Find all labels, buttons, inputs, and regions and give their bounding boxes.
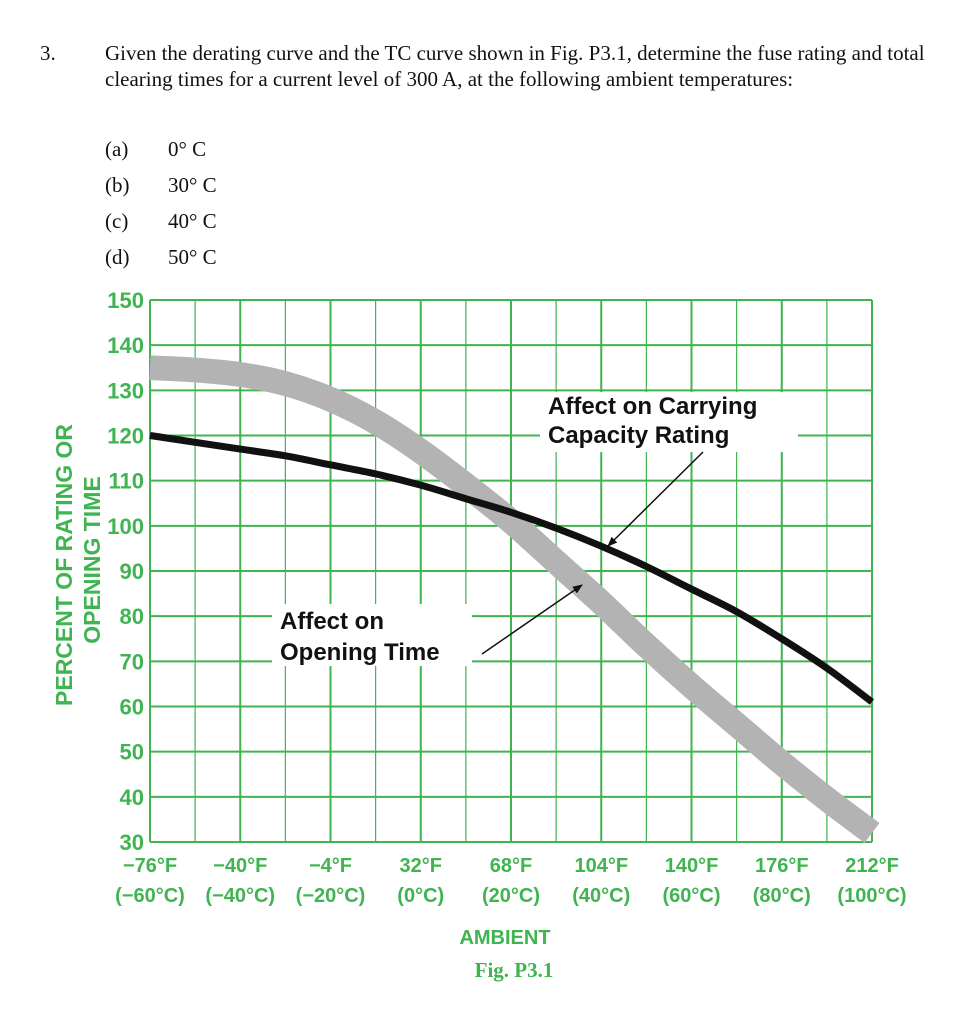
option-label: (c) (105, 209, 129, 233)
option-label: (d) (105, 245, 130, 269)
arrow-carrying-capacity (607, 451, 704, 547)
option-b: (b) 30° C (105, 172, 217, 208)
x-tick-label-celsius: (40°C) (572, 885, 630, 907)
annotation-text: Affect on Carrying (548, 393, 757, 420)
annotation-background (272, 604, 472, 666)
problem-number: 3. (40, 41, 56, 65)
y-tick-label: 150 (107, 288, 144, 313)
y-tick-label: 50 (120, 740, 144, 765)
y-tick-label: 100 (107, 514, 144, 539)
figure-caption: Fig. P3.1 (475, 958, 554, 982)
x-tick-labels: −76°F (−60°C) −40°F (−40°C) −4°F (−20°C) 32°F (… (115, 855, 906, 907)
option-value: 40° C (168, 209, 217, 233)
y-tick-label: 30 (120, 830, 144, 855)
annotation-arrows (481, 451, 704, 655)
x-tick-label-fahrenheit: 104°F (574, 855, 628, 877)
annotation-background (540, 392, 798, 452)
annotation-text: Affect on (280, 608, 384, 635)
series-carrying-capacity-line (149, 432, 875, 705)
x-tick-label-celsius: (0°C) (397, 885, 444, 907)
annotation-opening-time: Affect on Opening Time (272, 604, 472, 666)
y-tick-label: 40 (120, 785, 144, 810)
x-tick-label-celsius: (80°C) (753, 885, 811, 907)
y-tick-label: 130 (107, 378, 144, 403)
x-tick-label-celsius: (20°C) (482, 885, 540, 907)
x-tick-label-celsius: (−40°C) (205, 885, 275, 907)
option-value: 0° C (168, 137, 207, 161)
x-tick-label-fahrenheit: 140°F (665, 855, 719, 877)
y-tick-label: 120 (107, 424, 144, 449)
option-c: (c) 40° C (105, 208, 217, 244)
x-tick-label-celsius: (60°C) (662, 885, 720, 907)
option-value: 30° C (168, 173, 217, 197)
option-a: (a) 0° C (105, 136, 217, 172)
x-tick-label-fahrenheit: −4°F (309, 855, 352, 877)
annotation-text: Opening Time (280, 639, 440, 666)
y-tick-label: 140 (107, 333, 144, 358)
y-axis-label-line1: PERCENT OF RATING OR (51, 424, 77, 706)
y-tick-labels: 30 40 50 60 70 80 90 100 110 120 130 140 150 (107, 288, 144, 855)
x-tick-label-fahrenheit: −40°F (213, 855, 267, 877)
option-list: (a) 0° C (b) 30° C (c) 40° C (d) 50° C (105, 136, 217, 280)
y-tick-label: 60 (120, 695, 144, 720)
y-tick-label: 110 (109, 469, 145, 494)
annotation-text: Capacity Rating (548, 422, 729, 449)
y-tick-label: 70 (120, 649, 144, 674)
series-opening-time-band (149, 355, 880, 843)
option-label: (b) (105, 173, 130, 197)
x-tick-label-fahrenheit: 32°F (400, 855, 442, 877)
x-tick-label-celsius: (100°C) (837, 885, 906, 907)
option-d: (d) 50° C (105, 244, 217, 280)
y-tick-label: 90 (120, 559, 144, 584)
x-axis-label: AMBIENT (459, 927, 550, 949)
x-tick-label-fahrenheit: 68°F (490, 855, 532, 877)
chart-series (149, 355, 880, 843)
arrow-opening-time (481, 584, 583, 655)
x-tick-label-fahrenheit: 212°F (845, 855, 899, 877)
annotation-carrying-capacity: Affect on Carrying Capacity Rating (540, 392, 798, 452)
x-tick-label-fahrenheit: 176°F (755, 855, 809, 877)
problem-text: Given the derating curve and the TC curv… (105, 41, 925, 91)
option-label: (a) (105, 137, 129, 161)
option-value: 50° C (168, 245, 217, 269)
y-tick-label: 80 (120, 604, 144, 629)
x-tick-label-fahrenheit: −76°F (123, 855, 177, 877)
x-tick-label-celsius: (−60°C) (115, 885, 185, 907)
x-tick-label-celsius: (−20°C) (296, 885, 366, 907)
y-axis-label-line2: OPENING TIME (79, 476, 105, 643)
